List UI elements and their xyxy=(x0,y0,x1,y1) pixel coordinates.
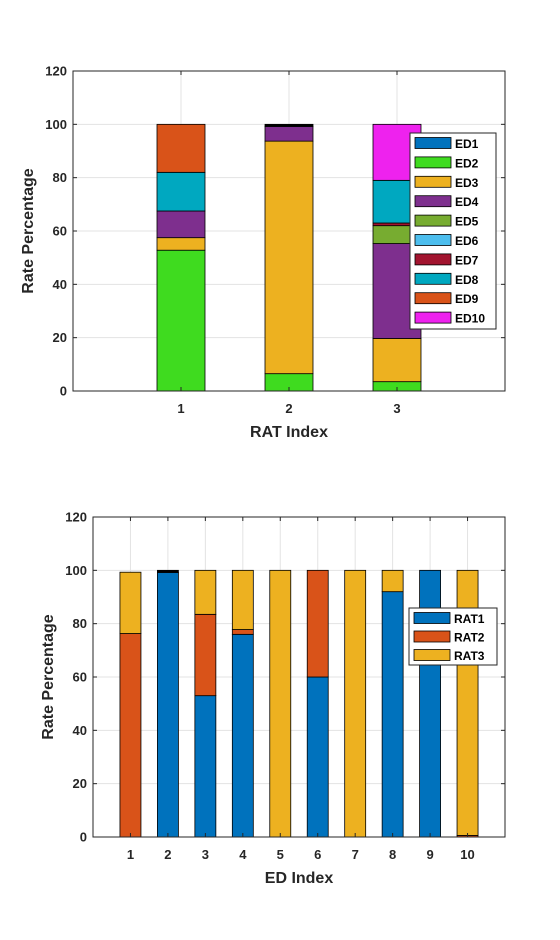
legend-swatch-rat2 xyxy=(413,630,451,643)
legend-label-ed2: ED2 xyxy=(455,156,479,170)
bar-segment-rat1-cat-2 xyxy=(157,572,179,838)
legend-swatch-ed5 xyxy=(414,214,452,227)
legend-label-ed3: ED3 xyxy=(455,176,479,190)
y-axis-label: Rate Percentage xyxy=(20,168,37,293)
bar-segment-rat3-cat-5 xyxy=(269,569,292,838)
bar-segment-rat3-cat-7 xyxy=(344,569,367,838)
legend-label-ed8: ED8 xyxy=(455,273,479,287)
bar-segment-rat3-cat-4 xyxy=(231,569,254,630)
legend-swatch-ed10 xyxy=(414,311,452,324)
x-tick-label: 8 xyxy=(389,847,396,862)
legend-swatch-ed7 xyxy=(414,253,452,266)
y-tick-label: 60 xyxy=(53,224,67,239)
x-tick-label: 2 xyxy=(164,847,171,862)
x-tick-label: 1 xyxy=(127,847,134,862)
legend-label-ed6: ED6 xyxy=(455,234,479,248)
bar-segment-rat1-cat-4 xyxy=(231,633,254,838)
y-tick-label: 80 xyxy=(53,170,67,185)
chart-2: 0 20 40 60 80 100 120 1 2 3 4 5 6 7 8 9 10 ED Index Rate P… xyxy=(40,510,506,887)
legend-swatch-rat1 xyxy=(413,612,451,624)
y-tick-label: 0 xyxy=(80,830,87,845)
legend: RAT1 RAT2 RAT3 xyxy=(408,607,498,666)
legend-label-ed7: ED7 xyxy=(455,253,479,267)
x-tick-label: 3 xyxy=(393,401,400,416)
x-tick-label: 3 xyxy=(202,847,209,862)
x-axis-label: RAT Index xyxy=(250,424,328,441)
legend-label-ed10: ED10 xyxy=(455,312,485,326)
bar-segment-rat2-cat-6 xyxy=(306,569,329,678)
y-tick-label: 40 xyxy=(53,277,67,292)
legend-label-rat3: RAT3 xyxy=(454,649,485,663)
legend-label-ed5: ED5 xyxy=(455,215,479,229)
y-tick-label: 80 xyxy=(73,616,87,631)
legend-label-ed9: ED9 xyxy=(455,292,479,306)
x-tick-label: 1 xyxy=(177,401,184,416)
legend-swatch-ed1 xyxy=(414,137,452,149)
y-tick-label: 20 xyxy=(53,330,67,345)
y-tick-label: 100 xyxy=(65,563,87,578)
bar-segment-ed3-cat-2 xyxy=(264,140,314,375)
y-tick-label: 20 xyxy=(73,776,87,791)
y-tick-label: 40 xyxy=(73,723,87,738)
bar-segment-rat3-cat-1 xyxy=(119,571,142,634)
x-tick-label: 2 xyxy=(285,401,292,416)
bar-segment-extra-cat-2 xyxy=(157,569,179,573)
x-tick-label: 7 xyxy=(352,847,359,862)
bar-segment-ed4-cat-1 xyxy=(156,210,206,239)
bar-segment-ed3-cat-3 xyxy=(372,338,422,383)
x-tick-label: 4 xyxy=(239,847,247,862)
x-tick-label: 5 xyxy=(277,847,284,862)
y-axis-label: Rate Percentage xyxy=(40,614,57,739)
x-tick-label: 6 xyxy=(314,847,321,862)
legend-swatch-ed4 xyxy=(414,195,452,208)
chart-1: 0 20 40 60 80 100 120 1 2 3 RAT Index Rate Percenta… xyxy=(20,64,506,441)
y-tick-label: 0 xyxy=(60,384,67,399)
bar-segment-rat2-cat-4 xyxy=(231,629,254,635)
x-tick-label: 9 xyxy=(426,847,433,862)
bar-segment-ed8-cat-1 xyxy=(156,171,206,212)
legend-swatch-ed6 xyxy=(414,234,452,246)
legend-label-rat1: RAT1 xyxy=(454,612,485,626)
x-tick-label: 10 xyxy=(460,847,474,862)
legend: ED1 ED2 ED3 ED4 ED5 ED6 ED7 ED8 ED9 ED10 xyxy=(409,132,497,330)
bar-segment-rat2-cat-3 xyxy=(194,613,217,697)
bar-segment-ed9-cat-1 xyxy=(156,123,206,173)
legend-swatch-rat3 xyxy=(413,649,451,661)
y-tick-label: 100 xyxy=(45,117,67,132)
bar-segment-rat1-cat-8 xyxy=(381,591,404,838)
y-tick-label: 120 xyxy=(65,510,87,525)
x-axis-label: ED Index xyxy=(265,870,334,887)
bar-segment-extra-cat-2 xyxy=(264,123,314,127)
legend-swatch-ed8 xyxy=(414,272,452,285)
y-tick-label: 120 xyxy=(45,64,67,79)
bar-segment-rat1-cat-6 xyxy=(306,676,329,838)
bar-segment-rat3-cat-3 xyxy=(194,569,217,615)
bar-segment-rat1-cat-3 xyxy=(194,695,217,838)
y-tick-label: 60 xyxy=(73,670,87,685)
legend-label-rat2: RAT2 xyxy=(454,631,485,645)
legend-label-ed4: ED4 xyxy=(455,195,479,209)
legend-swatch-ed9 xyxy=(414,292,452,305)
bar-segment-rat3-cat-8 xyxy=(381,569,404,593)
legend-label-ed1: ED1 xyxy=(455,137,479,151)
bar-segment-ed2-cat-1 xyxy=(156,249,206,392)
legend-swatch-ed2 xyxy=(414,156,452,169)
bar-segment-rat2-cat-1 xyxy=(119,633,142,838)
bar-segment-ed4-cat-2 xyxy=(264,126,314,142)
legend-swatch-ed3 xyxy=(414,175,452,188)
bar-segment-ed3-cat-1 xyxy=(156,237,206,251)
